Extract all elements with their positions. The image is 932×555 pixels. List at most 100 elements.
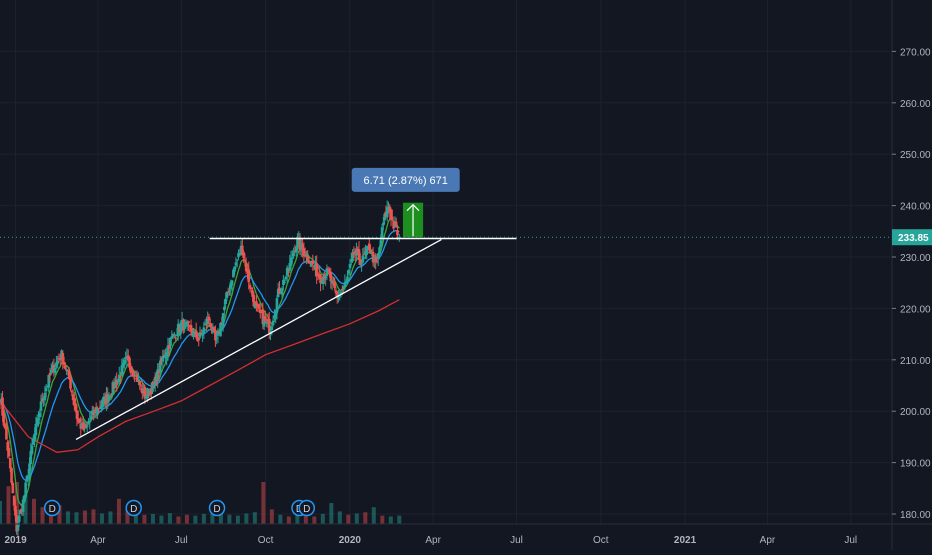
candle-body [291, 257, 294, 259]
candle-body [262, 317, 266, 327]
candle-body [75, 410, 79, 419]
candle-body [8, 458, 12, 469]
candle-body [99, 405, 103, 409]
candle-body [235, 259, 239, 261]
candle-body [249, 288, 253, 290]
candle-body [225, 291, 229, 299]
candle-body [355, 249, 358, 256]
dividend-marker-label: D [49, 504, 56, 515]
dividend-marker[interactable] [43, 499, 61, 517]
volume-bar [337, 511, 342, 524]
candle-body [324, 276, 327, 278]
support-trendline[interactable] [75, 238, 442, 441]
candle-body [374, 257, 377, 262]
dividend-marker[interactable] [298, 499, 316, 517]
candle-body [229, 282, 233, 289]
candle-body [329, 272, 333, 282]
candle-body [234, 262, 238, 266]
volume-bar [99, 513, 104, 524]
candle-body [132, 371, 135, 377]
candle-body [264, 316, 267, 322]
price-tick-label: 200.00 [900, 407, 931, 418]
candle-body [133, 378, 136, 380]
candle-body [73, 398, 76, 406]
candle-body [219, 323, 222, 337]
projection-arrow-head [406, 203, 420, 212]
candle-body [10, 467, 13, 483]
dividend-marker[interactable] [125, 499, 142, 517]
candle-body [14, 505, 17, 516]
candle-body [61, 352, 65, 365]
candle-body [306, 256, 310, 261]
volume-bar [312, 516, 317, 524]
candle-body [157, 370, 161, 374]
volume-bar [167, 513, 172, 524]
time-tick-label: Jul [844, 535, 857, 546]
candle-body [202, 327, 206, 333]
candle-body [302, 248, 306, 256]
price-tick-label: 230.00 [900, 253, 931, 264]
candle-body [243, 260, 247, 262]
price-tick-label: 260.00 [900, 99, 931, 110]
candle-body [173, 334, 176, 336]
time-tick-label: Apr [90, 535, 106, 546]
candle-body [333, 281, 336, 289]
candle-body [33, 433, 36, 441]
volume-bar [286, 516, 291, 524]
dividend-marker[interactable] [208, 499, 226, 517]
candle-body [139, 385, 143, 387]
candle-body [261, 309, 265, 325]
volume-bar [329, 503, 334, 524]
candle-body [337, 297, 340, 300]
candle-body [64, 365, 67, 370]
candle-body [224, 298, 227, 304]
candle-body [394, 221, 398, 228]
candle-body [242, 252, 245, 258]
candle-body [156, 369, 160, 381]
candle-body [5, 425, 8, 440]
candle-body [247, 269, 251, 283]
candle-body [39, 401, 43, 411]
last-price-badge [892, 229, 932, 246]
candle-body [170, 336, 174, 339]
candle-body [215, 337, 218, 339]
volume-bar [65, 511, 70, 524]
candle-body [69, 376, 72, 389]
time-tick-label: 2019 [4, 535, 27, 546]
time-tick-label: Oct [593, 535, 609, 546]
candle-body [273, 315, 276, 319]
candle-body [360, 263, 363, 265]
candle-body [275, 298, 279, 313]
candle-body [382, 222, 385, 226]
candle-body [206, 318, 210, 324]
candle-body [47, 374, 51, 388]
time-tick-label: 2021 [674, 535, 697, 546]
volume-bar [303, 514, 308, 524]
candle-body [130, 369, 134, 373]
candle-body [37, 418, 40, 420]
candle-body [347, 270, 351, 274]
candle-body [362, 253, 366, 255]
volume-bar [14, 482, 19, 524]
candle-body [284, 276, 288, 280]
candle-body [183, 321, 186, 330]
candle-body [161, 356, 165, 362]
candle-body [267, 318, 271, 333]
volume-bar [295, 515, 300, 524]
candle-body [292, 253, 295, 257]
volume-bar [184, 514, 189, 524]
candle-body [29, 450, 33, 464]
volume-bar [252, 512, 257, 524]
candle-body [32, 438, 35, 445]
measure-label-box[interactable] [351, 167, 460, 192]
candle-body [24, 482, 27, 497]
volume-bar [397, 515, 402, 524]
volume-bar [40, 507, 45, 524]
volume-bar [346, 514, 351, 524]
candle-body [233, 266, 236, 272]
candle-body [169, 337, 172, 346]
candle-body [117, 374, 121, 383]
volume-bar [388, 516, 393, 524]
